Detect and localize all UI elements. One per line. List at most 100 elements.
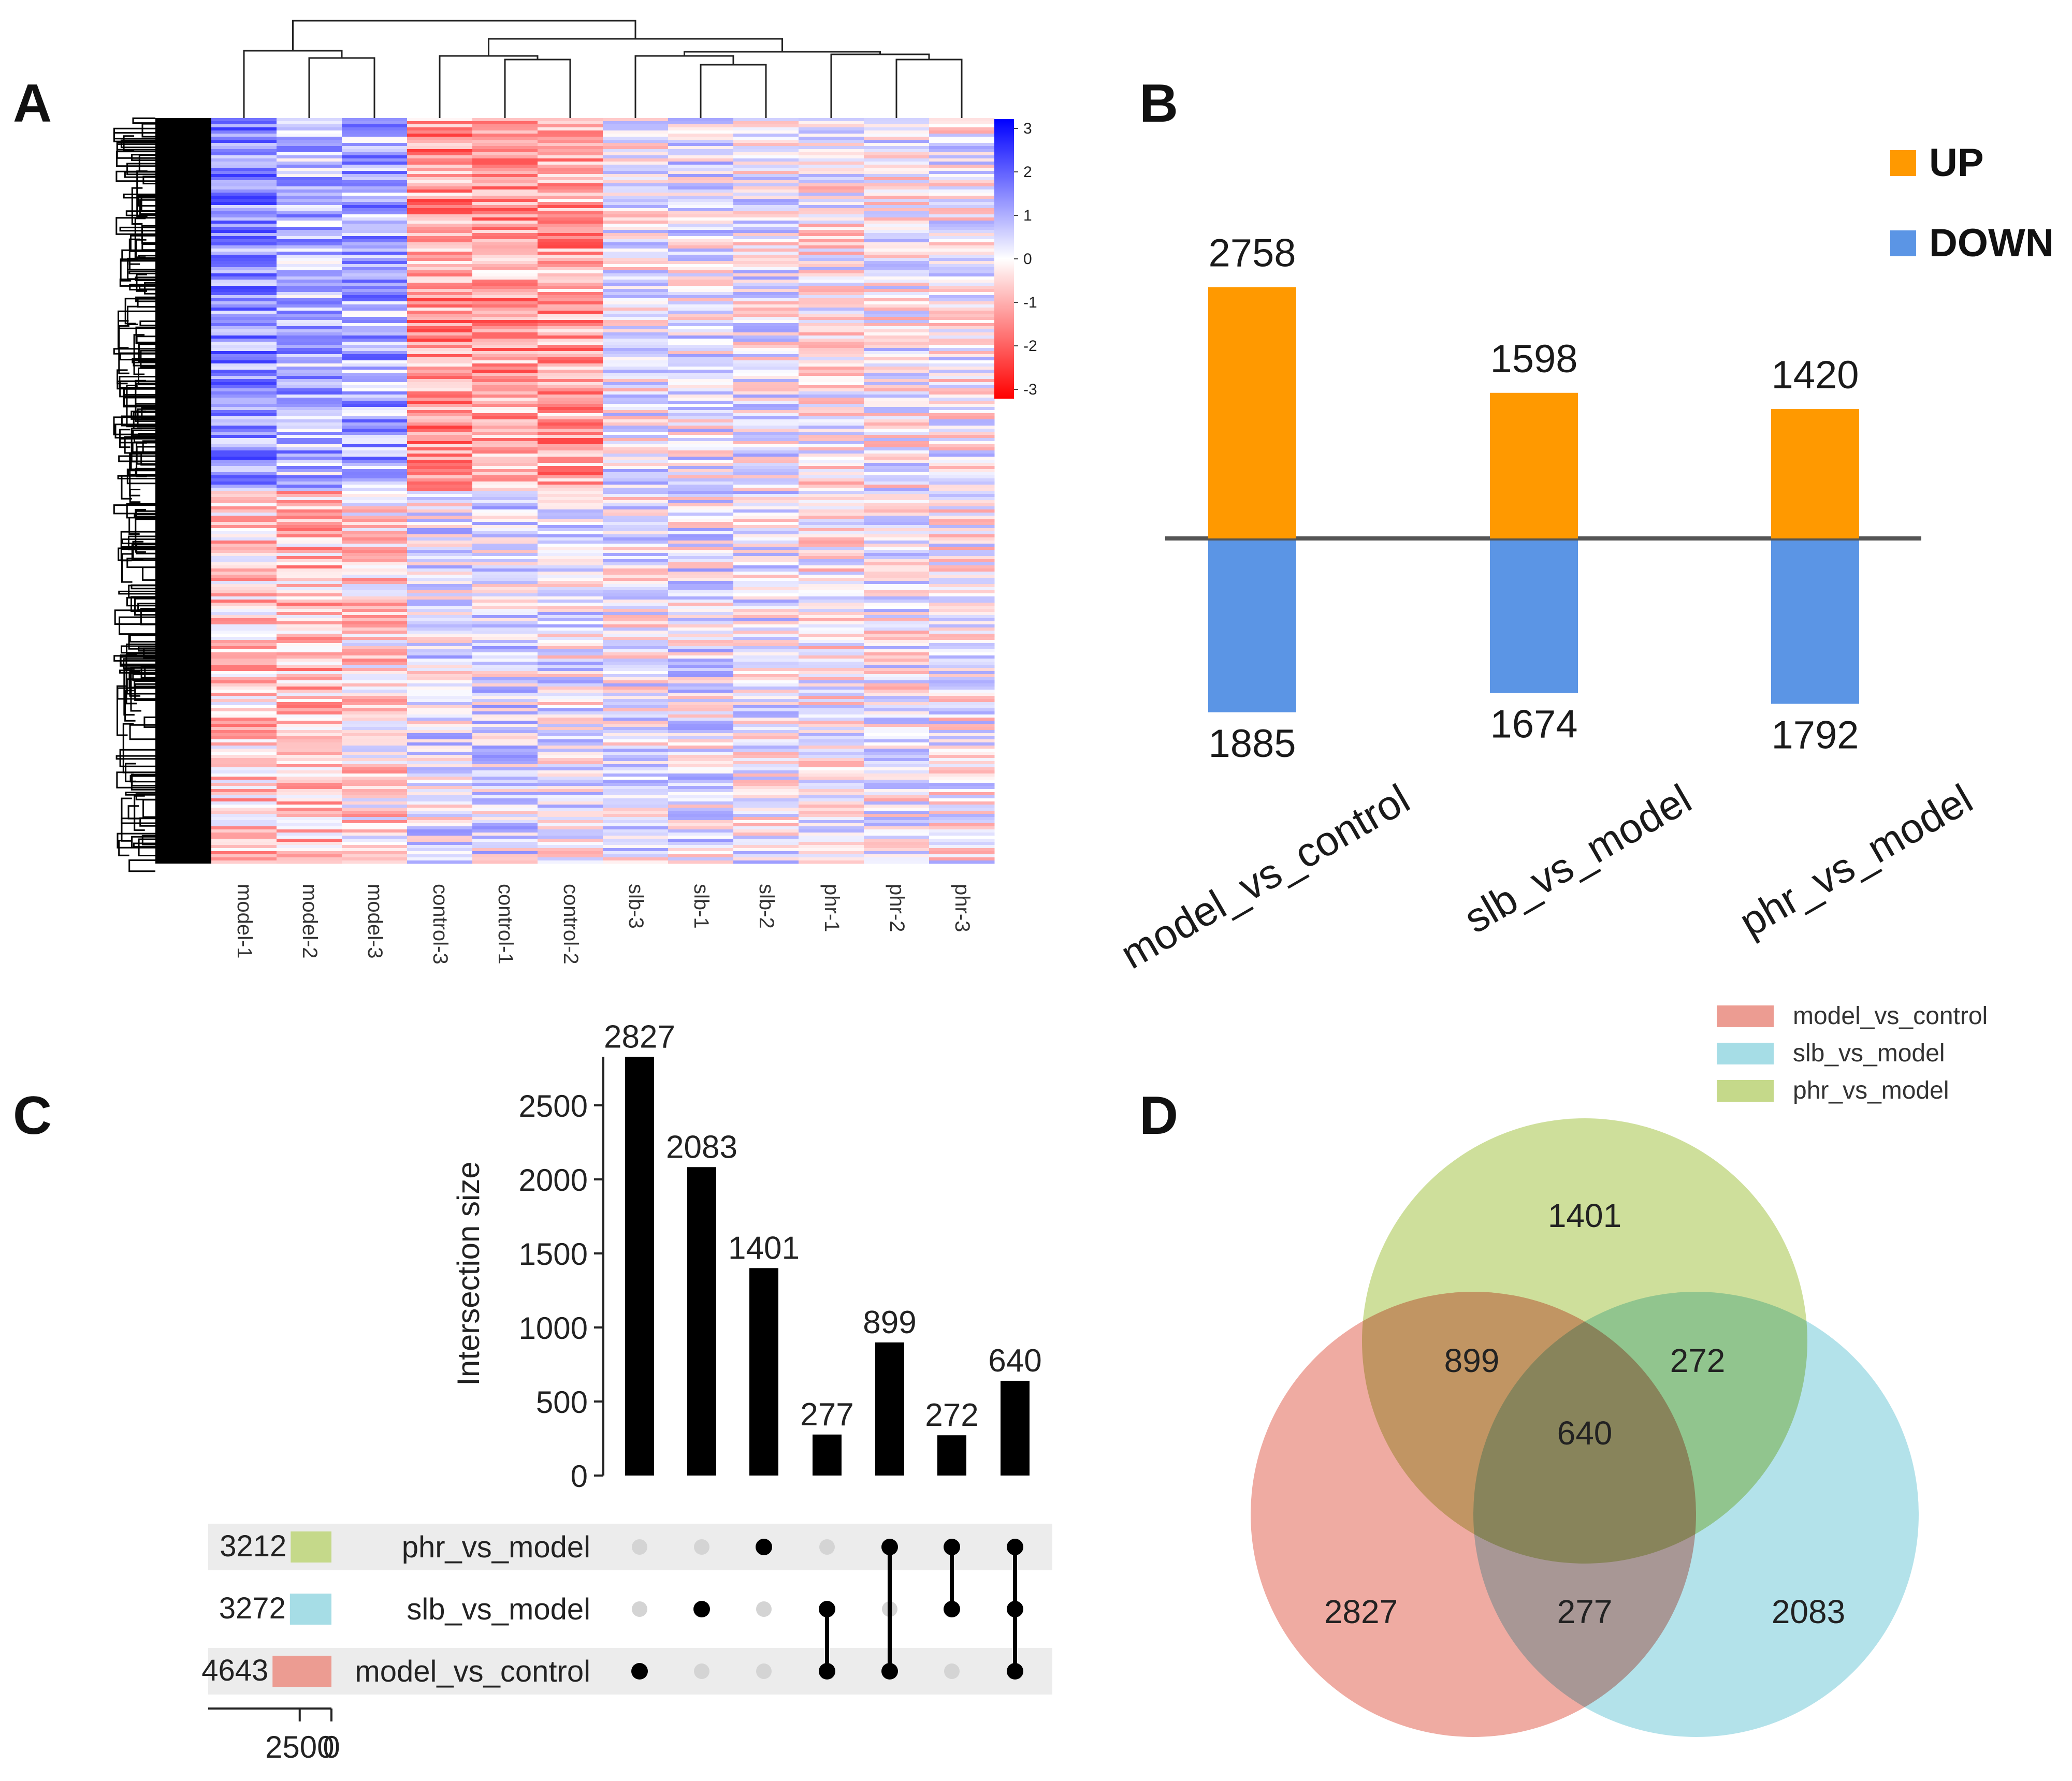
heatmap-cell (799, 186, 864, 190)
heatmap-cell (668, 463, 734, 466)
heatmap-cell (407, 823, 473, 827)
heatmap-cell (603, 730, 669, 734)
heatmap-cell (799, 242, 864, 246)
heatmap-cell (472, 833, 538, 836)
heatmap-cell (538, 450, 603, 454)
venn-circle (1362, 1118, 1807, 1564)
heatmap-cell (733, 618, 799, 622)
heatmap-cell (211, 280, 277, 283)
heatmap-cell (733, 298, 799, 302)
heatmap-cell (603, 357, 669, 361)
heatmap-cell (538, 640, 603, 644)
heatmap-cell (733, 541, 799, 544)
heatmap-cell (277, 363, 342, 367)
heatmap-cell (472, 634, 538, 637)
heatmap-cell (603, 469, 669, 473)
heatmap-cell (407, 845, 473, 849)
heatmap-cell (407, 755, 473, 758)
heatmap-cell (603, 857, 669, 861)
heatmap-cell (472, 631, 538, 634)
heatmap-cell (799, 752, 864, 755)
heatmap-cell (864, 301, 930, 305)
heatmap-cell (277, 208, 342, 212)
heatmap-cell (799, 255, 864, 258)
heatmap-cell (799, 531, 864, 535)
heatmap-cell (668, 503, 734, 507)
heatmap-cell (538, 388, 603, 392)
heatmap-cell (733, 584, 799, 588)
heatmap-cell (929, 283, 995, 286)
heatmap-cell (668, 354, 734, 358)
heatmap-cell (799, 544, 864, 547)
heatmap-cell (277, 640, 342, 644)
heatmap-cell (799, 280, 864, 283)
heatmap-cell (277, 217, 342, 221)
heatmap-cell (472, 373, 538, 376)
heatmap-cell (277, 485, 342, 488)
heatmap-cell (407, 249, 473, 252)
heatmap-cell (342, 500, 408, 504)
heatmap-cell (407, 410, 473, 414)
heatmap-cell (929, 839, 995, 842)
heatmap-cell (342, 429, 408, 432)
heatmap-cell (603, 422, 669, 426)
heatmap-cell (864, 593, 930, 597)
heatmap-cell (668, 618, 734, 622)
heatmap-cell (668, 444, 734, 448)
heatmap-cell (211, 441, 277, 445)
heatmap-cell (929, 783, 995, 786)
heatmap-cell (733, 354, 799, 358)
heatmap-cell (342, 485, 408, 488)
heatmap-cell (799, 550, 864, 553)
heatmap-cell (668, 758, 734, 762)
heatmap-cell (211, 649, 277, 653)
heatmap-cell (538, 845, 603, 849)
heatmap-cell (211, 404, 277, 407)
heatmap-cell (472, 273, 538, 277)
heatmap-cell (211, 609, 277, 612)
heatmap-cell (277, 513, 342, 516)
heatmap-cell (864, 255, 930, 258)
heatmap-cell (733, 230, 799, 233)
heatmap-cell (864, 708, 930, 712)
heatmap-cell (538, 506, 603, 510)
heatmap-cell (799, 168, 864, 171)
heatmap-cell (864, 441, 930, 445)
heatmap-cell (603, 264, 669, 268)
heatmap-cell (733, 342, 799, 345)
heatmap-cell (733, 798, 799, 802)
heatmap-cell (538, 627, 603, 631)
heatmap-cell (799, 466, 864, 470)
heatmap-cell (603, 805, 669, 808)
heatmap-cell (277, 805, 342, 808)
heatmap-cell (472, 503, 538, 507)
heatmap-cell (211, 848, 277, 852)
heatmap-cell (407, 475, 473, 479)
heatmap-cell (864, 553, 930, 557)
heatmap-cell (864, 662, 930, 665)
heatmap-cell (407, 162, 473, 165)
heatmap-cell (277, 450, 342, 454)
heatmap-cell (538, 258, 603, 261)
heatmap-cell (277, 603, 342, 606)
heatmap-cell (538, 432, 603, 435)
heatmap-cell (277, 395, 342, 398)
heatmap-cell (668, 441, 734, 445)
heatmap-cell (668, 196, 734, 199)
heatmap-cell (277, 140, 342, 143)
heatmap-cell (472, 379, 538, 383)
heatmap-cell (211, 814, 277, 817)
heatmap-cell (864, 457, 930, 460)
heatmap-cell (864, 547, 930, 550)
heatmap-cell (277, 761, 342, 765)
heatmap-cell (929, 304, 995, 308)
heatmap-cell (342, 842, 408, 845)
heatmap-cell (277, 280, 342, 283)
heatmap-cell (211, 643, 277, 647)
heatmap-cell (407, 789, 473, 793)
heatmap-cell (472, 534, 538, 538)
heatmap-cell (603, 761, 669, 765)
heatmap-cell (603, 245, 669, 249)
heatmap-cell (211, 777, 277, 780)
heatmap-cell (342, 208, 408, 212)
